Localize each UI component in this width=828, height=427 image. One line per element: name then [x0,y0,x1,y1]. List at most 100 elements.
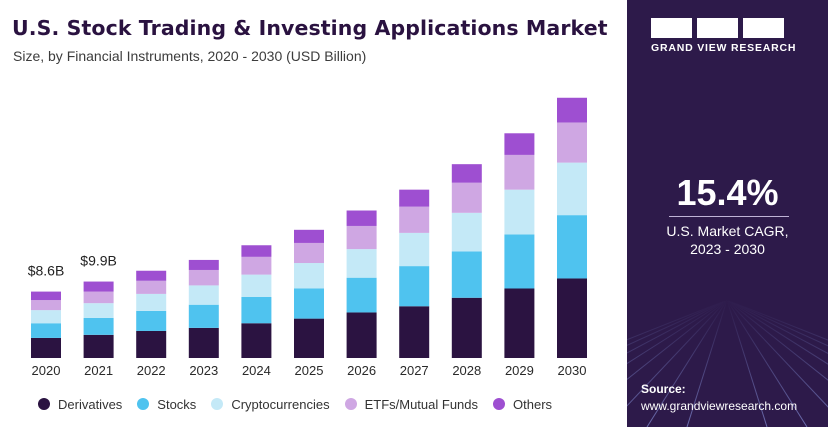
x-tick-label-2020: 2020 [32,363,61,378]
bar-others-2029 [504,133,535,155]
bar-stocks-2023 [188,304,219,328]
bar-derivatives-2029 [504,288,535,358]
x-tick-label-2025: 2025 [295,363,324,378]
logo-mark-v [697,18,738,38]
source-url[interactable]: www.grandviewresearch.com [641,399,798,413]
x-tick-label-2027: 2027 [400,363,429,378]
legend-swatch [493,398,506,410]
logo-mark-g [651,18,692,38]
x-tick-label-2023: 2023 [189,363,218,378]
bar-derivatives-2027 [399,306,430,358]
bar-cryptocurrencies-2028 [451,212,482,252]
bar-etfs-mutual-funds-2022 [136,280,167,294]
brand-name: GRAND VIEW RESEARCH [651,42,797,54]
bar-stocks-2021 [83,317,114,335]
bar-cryptocurrencies-2023 [188,285,219,305]
bar-etfs-mutual-funds-2023 [188,269,219,286]
legend-label: Stocks [157,396,197,412]
data-label-2020: $8.6B [28,263,65,279]
legend-label: Others [513,396,553,412]
bar-stocks-2027 [399,266,430,307]
stacked-bar-chart: 2020 2021 2022 2023 2024 2025 2026 2027 2028 2029… [28,97,587,378]
bar-cryptocurrencies-2030 [557,162,587,216]
logo-mark-r [743,18,784,38]
cagr-value: 15.4% [676,172,779,213]
bar-cryptocurrencies-2025 [294,263,324,289]
x-tick-label-2024: 2024 [242,363,271,378]
source-label: Source: [641,382,686,396]
bar-cryptocurrencies-2026 [346,249,377,278]
bar-etfs-mutual-funds-2020 [31,300,61,311]
bar-others-2024 [241,245,272,257]
bar-derivatives-2023 [188,327,219,358]
bar-etfs-mutual-funds-2029 [504,154,535,190]
bar-others-2025 [294,229,324,243]
source-note: Source: www.grandviewresearch.com [641,381,797,415]
bar-stocks-2026 [346,277,377,313]
bar-derivatives-2025 [294,318,324,358]
x-tick-label-2028: 2028 [452,363,481,378]
legend-item-etfs-mutual-funds: ETFs/Mutual Funds [344,396,479,412]
bar-others-2026 [346,210,377,226]
legend-swatch [38,398,50,410]
bar-others-2022 [136,270,167,281]
bar-others-2028 [451,164,482,183]
bar-others-2027 [399,189,430,207]
legend-swatch [211,398,224,410]
cagr-divider [669,216,789,217]
bar-others-2030 [557,97,587,123]
bar-derivatives-2024 [241,323,272,358]
cagr-label-line1: U.S. Market CAGR, [666,223,789,239]
bar-etfs-mutual-funds-2027 [399,206,430,233]
info-panel: GRAND VIEW RESEARCH 15.4% U.S. Market CA… [627,0,828,427]
chart-title: U.S. Stock Trading & Investing Applicati… [12,16,608,40]
x-tick-label-2021: 2021 [84,363,113,378]
chart-legend: Derivatives Stocks Cryptocurrencies ETFs/Mu… [38,396,567,412]
bar-stocks-2025 [294,288,324,319]
bar-stocks-2020 [31,323,61,338]
cagr-label: U.S. Market CAGR, 2023 - 2030 [627,222,828,258]
bar-cryptocurrencies-2022 [136,293,167,311]
data-label-2021: $9.9B [80,253,117,269]
legend-swatch [137,398,150,410]
chart-subtitle: Size, by Financial Instruments, 2020 - 2… [13,48,367,64]
bar-stocks-2029 [504,234,535,289]
legend-label: ETFs/Mutual Funds [364,396,479,412]
bar-etfs-mutual-funds-2028 [451,182,482,213]
legend-item-stocks: Stocks [137,397,196,412]
legend-item-others: Others [493,397,552,412]
bar-others-2021 [83,281,114,292]
legend-label: Derivatives [58,396,123,412]
bar-cryptocurrencies-2029 [504,189,535,235]
legend-item-cryptocurrencies: Cryptocurrencies [211,396,330,412]
x-tick-label-2026: 2026 [347,363,376,378]
legend-label: Cryptocurrencies [231,396,330,412]
bar-etfs-mutual-funds-2024 [241,256,272,275]
bar-stocks-2022 [136,310,167,331]
bar-etfs-mutual-funds-2030 [557,122,587,163]
bar-stocks-2028 [451,251,482,298]
bar-derivatives-2028 [451,297,482,358]
bar-cryptocurrencies-2024 [241,274,272,297]
legend-swatch [344,398,357,410]
legend-item-derivatives: Derivatives [38,397,122,412]
x-tick-label-2030: 2030 [558,363,587,378]
bar-stocks-2030 [557,215,587,279]
bar-derivatives-2021 [83,334,114,358]
brand-logo: GRAND VIEW RESEARCH [651,18,821,54]
cagr-label-line2: 2023 - 2030 [690,241,765,257]
bar-stocks-2024 [241,296,272,324]
bar-derivatives-2030 [557,278,587,358]
bar-cryptocurrencies-2027 [399,232,430,267]
bar-etfs-mutual-funds-2026 [346,225,377,250]
bar-etfs-mutual-funds-2025 [294,242,324,264]
bar-derivatives-2026 [346,312,377,358]
bar-others-2020 [31,291,61,301]
x-tick-label-2022: 2022 [137,363,166,378]
bar-derivatives-2020 [31,337,61,358]
x-tick-label-2029: 2029 [505,363,534,378]
perspective-grid-decoration [627,299,828,427]
bar-others-2023 [188,259,219,270]
bar-cryptocurrencies-2021 [83,303,114,318]
bar-etfs-mutual-funds-2021 [83,291,114,304]
